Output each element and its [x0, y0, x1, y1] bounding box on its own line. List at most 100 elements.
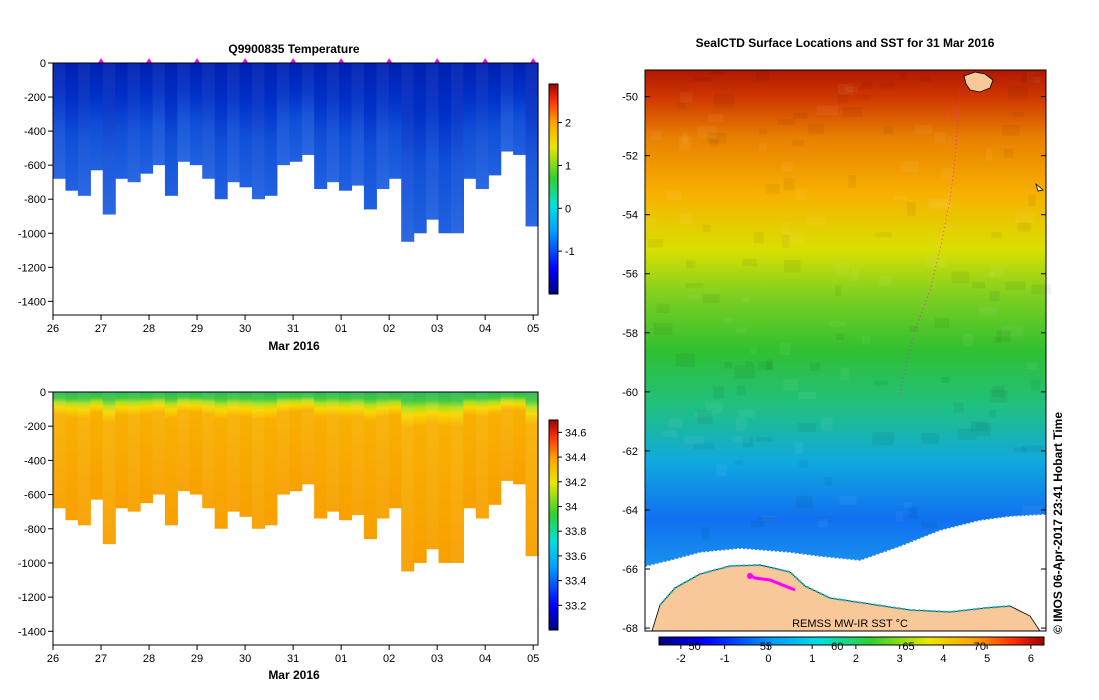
sst-texture-patch — [934, 317, 950, 328]
p2-profile-column — [363, 392, 377, 540]
p2-profile-column — [376, 392, 390, 519]
sst-lon-labels: 50 55 60 65 70 — [689, 641, 986, 653]
p1-profile-column — [202, 63, 216, 179]
sst-texture-patch — [765, 184, 780, 194]
p1-profile-column — [450, 63, 464, 234]
p1-profile-column — [152, 63, 166, 166]
p1-x-tick-label: 02 — [383, 323, 395, 335]
lat-tick-label: -60 — [622, 387, 638, 399]
sst-texture-patch — [1005, 281, 1026, 290]
sst-texture-patch — [940, 376, 950, 384]
sst-texture — [645, 70, 1052, 545]
p2-x-tick-label: 29 — [191, 653, 203, 665]
sst-lat-ticks: -50 -52 -54 -56 -58 -60 -62 -64 -66 -68 — [622, 92, 1046, 635]
sst-texture-patch — [1004, 148, 1014, 158]
sst-texture-patch — [650, 131, 662, 141]
sst-texture-patch — [707, 132, 727, 144]
lat-tick-label: -68 — [622, 623, 638, 635]
sst-texture-patch — [794, 441, 804, 454]
p2-profile-stripe — [102, 392, 116, 545]
p2-colorbar-tick-label: 34.2 — [565, 477, 586, 489]
sst-texture-patch — [873, 380, 888, 386]
p2-profile-column — [239, 392, 253, 517]
sst-texture-patch — [1021, 73, 1035, 84]
p1-profile-stripe — [401, 63, 414, 242]
p1-profile-stripe — [152, 63, 165, 166]
lon-label: 65 — [902, 641, 914, 653]
lon-label: 70 — [974, 641, 986, 653]
p1-profile-column — [339, 63, 353, 191]
p2-x-tick-label: 26 — [47, 653, 59, 665]
p1-profile-column — [376, 63, 390, 189]
salinity-axes-frame — [52, 391, 539, 646]
temperature-colorbar-ticks: -1 0 1 2 — [558, 118, 575, 258]
salinity-xlabel: Mar 2016 — [268, 668, 320, 682]
p2-profile-stripe — [426, 392, 439, 550]
p1-profile-column — [301, 63, 315, 155]
p2-profile-stripe — [450, 392, 464, 563]
profile-marker — [98, 58, 105, 63]
p1-y-tick-label: -800 — [24, 194, 46, 206]
p2-profile-column — [115, 392, 129, 509]
sst-map-frame — [644, 69, 1047, 632]
p1-profile-column — [177, 63, 191, 162]
p2-profile-stripe — [251, 392, 265, 529]
sst-texture-patch — [930, 199, 952, 210]
p1-profile-column — [127, 63, 141, 183]
profile-marker — [338, 58, 345, 63]
p2-colorbar-tick-label: 34.4 — [565, 452, 586, 464]
sst-texture-patch — [716, 464, 728, 476]
sst-texture-patch — [1001, 326, 1024, 337]
sst-texture-patch — [703, 294, 720, 304]
sst-texture-patch — [990, 265, 1005, 277]
seal-location-marker — [747, 573, 753, 579]
p1-x-tick-label: 30 — [239, 323, 251, 335]
sst-texture-patch — [741, 296, 749, 303]
p2-y-tick-label: -200 — [24, 421, 46, 433]
sst-texture-patch — [834, 285, 842, 296]
sst-texture-patch — [839, 496, 857, 505]
salinity-colorbar-ticks: 33.2 33.4 33.6 33.8 34 34.2 34.4 34.6 — [558, 427, 586, 612]
sst-texture-patch — [985, 148, 993, 161]
p1-profile-column — [326, 63, 340, 183]
sst-texture-patch — [713, 386, 725, 399]
p1-colorbar-tick-label: 2 — [565, 118, 571, 130]
salinity-panel: 0-200-400-600-800-1000-1200-1400 26 27 28 2… — [18, 387, 587, 682]
p1-profile-stripe — [177, 63, 190, 162]
p1-colorbar-tick-label: -1 — [565, 246, 575, 258]
sst-texture-patch — [745, 361, 754, 366]
p2-profile-column — [525, 392, 539, 557]
p1-profile-stripe — [376, 63, 389, 189]
p2-profile-column — [314, 392, 328, 519]
sst-texture-patch — [793, 112, 808, 119]
sst-texture-patch — [1012, 111, 1025, 117]
p2-profile-stripe — [525, 392, 538, 557]
sst-texture-patch — [962, 333, 974, 346]
p2-y-tick-label: 0 — [40, 387, 46, 399]
p2-profile-column — [426, 392, 440, 550]
p1-profile-stripe — [202, 63, 215, 179]
p2-profile-column — [77, 392, 91, 526]
p2-profile-column — [463, 392, 477, 509]
p2-profile-column — [202, 392, 216, 509]
p1-profile-column — [65, 63, 79, 191]
p2-profile-stripe — [401, 392, 414, 572]
p2-profile-stripe — [500, 392, 514, 481]
p2-profile-stripe — [77, 392, 91, 526]
p1-profile-column — [239, 63, 253, 188]
sst-texture-patch — [837, 83, 853, 95]
sst-texture-patch — [987, 272, 995, 278]
p2-profile-stripe — [475, 392, 489, 519]
sst-texture-patch — [1002, 125, 1020, 136]
p1-x-tick-label: 01 — [335, 323, 347, 335]
p2-x-tick-label: 30 — [239, 653, 251, 665]
sst-map-title: SealCTD Surface Locations and SST for 31… — [696, 36, 995, 50]
p2-x-tick-label: 27 — [95, 653, 107, 665]
sst-texture-patch — [755, 437, 773, 442]
lat-tick-label: -54 — [622, 210, 638, 222]
sst-texture-patch — [743, 437, 754, 448]
sst-colorbar-tick-label: 4 — [940, 653, 946, 665]
p2-x-tick-label: 28 — [143, 653, 155, 665]
sst-texture-patch — [989, 291, 1000, 302]
sst-texture-patch — [879, 276, 892, 286]
